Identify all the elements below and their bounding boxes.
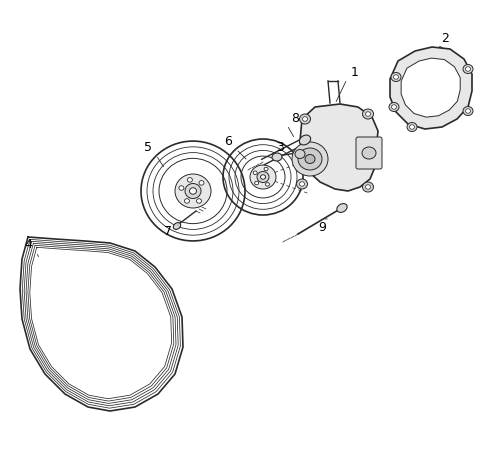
Ellipse shape bbox=[184, 199, 190, 204]
Ellipse shape bbox=[179, 187, 184, 191]
Ellipse shape bbox=[298, 149, 322, 171]
Text: 1: 1 bbox=[351, 65, 359, 78]
Ellipse shape bbox=[272, 154, 282, 162]
Ellipse shape bbox=[187, 178, 192, 183]
Ellipse shape bbox=[300, 136, 311, 145]
Ellipse shape bbox=[250, 166, 276, 189]
Ellipse shape bbox=[264, 168, 268, 171]
Ellipse shape bbox=[295, 150, 305, 159]
Ellipse shape bbox=[337, 204, 347, 213]
Ellipse shape bbox=[389, 103, 399, 112]
Polygon shape bbox=[300, 105, 378, 192]
Ellipse shape bbox=[394, 75, 398, 80]
Ellipse shape bbox=[392, 106, 396, 110]
Text: 6: 6 bbox=[224, 135, 232, 148]
Ellipse shape bbox=[297, 180, 308, 189]
Ellipse shape bbox=[199, 181, 204, 186]
Text: 5: 5 bbox=[144, 141, 152, 154]
Ellipse shape bbox=[175, 175, 211, 208]
Text: 3: 3 bbox=[276, 141, 284, 154]
Ellipse shape bbox=[365, 185, 371, 190]
Ellipse shape bbox=[253, 172, 257, 175]
Ellipse shape bbox=[265, 183, 269, 187]
Ellipse shape bbox=[463, 65, 473, 75]
Ellipse shape bbox=[466, 110, 470, 114]
Ellipse shape bbox=[190, 188, 196, 195]
Ellipse shape bbox=[292, 143, 328, 176]
Ellipse shape bbox=[362, 148, 376, 160]
Ellipse shape bbox=[391, 73, 401, 82]
Text: 8: 8 bbox=[291, 111, 299, 124]
Ellipse shape bbox=[407, 123, 417, 132]
Ellipse shape bbox=[300, 115, 311, 125]
Ellipse shape bbox=[185, 184, 201, 199]
Text: 2: 2 bbox=[441, 31, 449, 44]
Ellipse shape bbox=[254, 182, 259, 185]
Ellipse shape bbox=[300, 182, 304, 187]
Ellipse shape bbox=[302, 118, 308, 122]
Text: 4: 4 bbox=[24, 238, 32, 251]
Text: 9: 9 bbox=[318, 221, 326, 234]
Ellipse shape bbox=[365, 113, 371, 117]
Ellipse shape bbox=[257, 172, 269, 183]
Ellipse shape bbox=[362, 182, 373, 193]
Polygon shape bbox=[401, 59, 460, 118]
Ellipse shape bbox=[196, 199, 202, 204]
Ellipse shape bbox=[463, 107, 473, 116]
Ellipse shape bbox=[409, 125, 415, 130]
Ellipse shape bbox=[261, 175, 265, 180]
Ellipse shape bbox=[466, 68, 470, 72]
Ellipse shape bbox=[362, 110, 373, 120]
FancyBboxPatch shape bbox=[356, 138, 382, 169]
Text: 7: 7 bbox=[164, 225, 172, 238]
Polygon shape bbox=[390, 48, 472, 130]
Ellipse shape bbox=[173, 223, 180, 230]
Ellipse shape bbox=[305, 155, 315, 164]
